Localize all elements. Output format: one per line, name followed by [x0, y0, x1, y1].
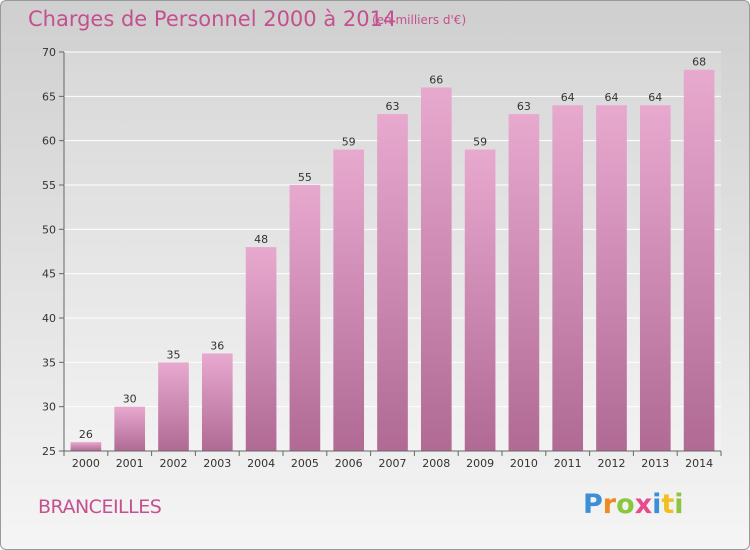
x-tick-label-2013: 2013 [641, 457, 669, 470]
value-label-2006: 59 [342, 136, 356, 149]
value-label-2014: 68 [692, 56, 706, 69]
value-label-2013: 64 [648, 91, 662, 104]
bar-2001 [114, 406, 146, 451]
x-tick-label-2012: 2012 [598, 457, 626, 470]
bar-2012 [596, 105, 627, 451]
y-tick-label: 40 [42, 312, 56, 325]
bar-2013 [639, 105, 671, 451]
chart-title: Charges de Personnel 2000 à 2014 [28, 7, 397, 31]
value-label-2001: 30 [123, 393, 137, 406]
value-label-2004: 48 [254, 233, 268, 246]
value-label-2008: 66 [429, 73, 443, 86]
x-tick-label-2006: 2006 [335, 457, 363, 470]
logo-letter: i [674, 489, 684, 520]
y-tick-label: 70 [42, 46, 56, 59]
value-label-2005: 55 [298, 171, 312, 184]
value-label-2009: 59 [473, 136, 487, 149]
x-tick-label-2003: 2003 [203, 457, 231, 470]
x-tick-label-2005: 2005 [291, 457, 319, 470]
logo-letter: P [583, 489, 603, 520]
bar-2014 [683, 69, 715, 451]
bar-2004 [245, 247, 277, 451]
y-tick-label: 35 [42, 356, 56, 369]
place-name: BRANCEILLES [38, 496, 162, 518]
y-tick-label: 50 [42, 223, 56, 236]
bar-2005 [289, 185, 321, 451]
x-tick-label-2010: 2010 [510, 457, 538, 470]
x-tick-label-2008: 2008 [422, 457, 450, 470]
bar-2008 [420, 87, 452, 451]
x-tick-label-2001: 2001 [116, 457, 144, 470]
logo-letter: o [616, 489, 635, 520]
x-tick-label-2004: 2004 [247, 457, 275, 470]
logo-letter: x [634, 489, 653, 520]
logo-letter: t [661, 489, 675, 520]
value-label-2011: 64 [561, 91, 575, 104]
bar-2000 [70, 442, 102, 451]
chart-subtitle: (en milliers d'€) [372, 13, 467, 27]
bar-2006 [333, 149, 365, 452]
value-label-2002: 35 [167, 348, 181, 361]
y-tick-label: 30 [42, 401, 56, 414]
bar-2002 [158, 362, 189, 451]
value-label-2012: 64 [605, 91, 619, 104]
bar-2007 [377, 114, 408, 452]
value-label-2003: 36 [210, 339, 224, 352]
x-tick-label-2011: 2011 [554, 457, 582, 470]
logo-letter: i [652, 489, 662, 520]
x-tick-label-2000: 2000 [72, 457, 100, 470]
y-tick-label: 65 [42, 90, 56, 103]
bar-2011 [552, 105, 584, 451]
logo-letter: r [602, 489, 617, 520]
y-tick-label: 45 [42, 268, 56, 281]
bar-2009 [464, 149, 496, 452]
x-tick-label-2002: 2002 [160, 457, 188, 470]
value-label-2007: 63 [386, 100, 400, 113]
proxiti-logo: Proxiti [583, 489, 684, 520]
bar-2003 [201, 353, 233, 451]
x-tick-label-2014: 2014 [685, 457, 713, 470]
y-tick-label: 60 [42, 135, 56, 148]
y-tick-label: 25 [42, 445, 56, 458]
x-tick-label-2009: 2009 [466, 457, 494, 470]
x-tick-label-2007: 2007 [379, 457, 407, 470]
y-tick-label: 55 [42, 179, 56, 192]
value-label-2000: 26 [79, 428, 93, 441]
bar-2010 [508, 114, 540, 452]
value-label-2010: 63 [517, 100, 531, 113]
